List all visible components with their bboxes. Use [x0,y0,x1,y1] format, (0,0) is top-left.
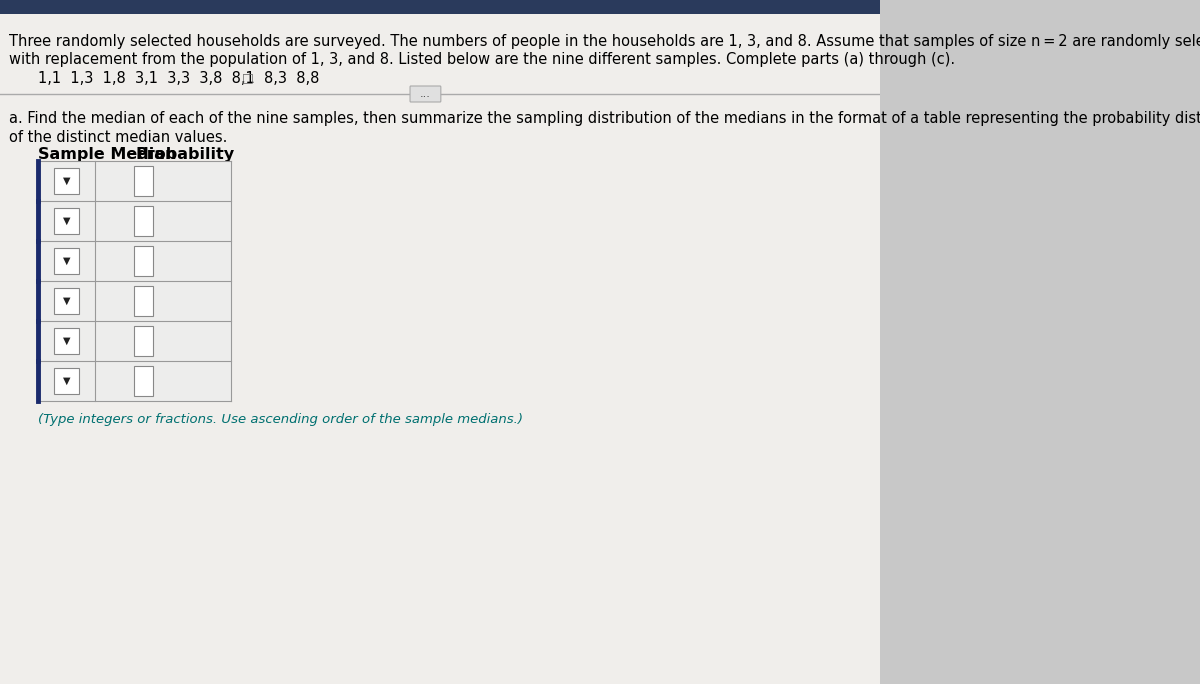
Text: of the distinct median values.: of the distinct median values. [8,130,227,145]
Bar [38,161,95,201]
Text: ▼: ▼ [62,296,71,306]
Bar [95,281,232,321]
FancyBboxPatch shape [134,366,154,396]
FancyBboxPatch shape [54,368,79,394]
FancyBboxPatch shape [134,206,154,236]
FancyBboxPatch shape [54,168,79,194]
Text: ▼: ▼ [62,256,71,266]
Text: Sample Median: Sample Median [38,147,176,162]
Bar [38,321,95,361]
Text: with replacement from the population of 1, 3, and 8. Listed below are the nine d: with replacement from the population of … [8,52,955,67]
Bar [0,0,881,14]
Text: ▼: ▼ [62,216,71,226]
FancyBboxPatch shape [134,246,154,276]
FancyBboxPatch shape [134,326,154,356]
Text: Three randomly selected households are surveyed. The numbers of people in the ho: Three randomly selected households are s… [8,34,1200,49]
Text: 1,1  1,3  1,8  3,1  3,3  3,8  8,1  8,3  8,8: 1,1 1,3 1,8 3,1 3,3 3,8 8,1 8,3 8,8 [38,71,319,86]
Text: □: □ [242,71,254,84]
FancyBboxPatch shape [54,288,79,314]
Text: ▼: ▼ [62,336,71,346]
Bar [95,201,232,241]
Bar [38,241,95,281]
FancyBboxPatch shape [54,328,79,354]
FancyBboxPatch shape [134,286,154,316]
Bar [95,241,232,281]
Bar [38,361,95,401]
Text: ...: ... [420,89,431,99]
Bar [95,361,232,401]
Text: a. Find the median of each of the nine samples, then summarize the sampling dist: a. Find the median of each of the nine s… [8,111,1200,126]
FancyBboxPatch shape [410,86,440,102]
FancyBboxPatch shape [134,166,154,196]
Bar [38,201,95,241]
Text: (Type integers or fractions. Use ascending order of the sample medians.): (Type integers or fractions. Use ascendi… [38,413,523,426]
Bar [95,321,232,361]
Text: ▼: ▼ [62,376,71,386]
Text: Probability: Probability [136,147,235,162]
Bar [95,161,232,201]
FancyBboxPatch shape [54,208,79,234]
FancyBboxPatch shape [54,248,79,274]
Bar [38,281,95,321]
Text: ▼: ▼ [62,176,71,186]
